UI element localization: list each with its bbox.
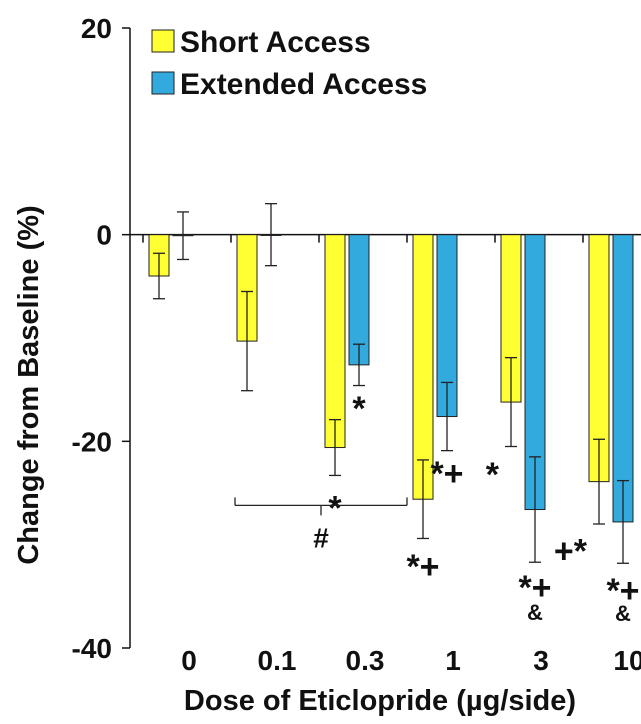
significance-marker: *	[328, 489, 342, 527]
significance-marker: *+	[518, 569, 551, 607]
bar-short-access	[324, 234, 346, 449]
x-tick-label: 0.1	[258, 645, 297, 676]
legend-swatch	[151, 71, 175, 95]
y-axis-title: Change from Baseline (%)	[13, 205, 45, 564]
bar-extended-access	[612, 234, 634, 523]
x-tick-label: 0	[181, 645, 197, 676]
x-tick-label: 10	[613, 645, 641, 676]
significance-marker: *+	[430, 455, 463, 493]
significance-marker: *	[352, 390, 366, 428]
x-axis-title: Dose of Eticlopride (µg/side)	[184, 685, 576, 717]
legend-label: Extended Access	[180, 68, 427, 101]
bars	[148, 234, 634, 523]
legend: Short Access Extended Access	[151, 26, 427, 101]
significance-annotations: ***+*+ **+&+**+&#	[234, 390, 640, 626]
significance-marker: +*	[554, 533, 588, 571]
bracket-label: #	[313, 522, 329, 553]
y-tick-label: -20	[72, 426, 112, 457]
significance-marker: &	[615, 601, 631, 626]
axes: 20 0 -20 -40 0 0.1 0.3 1 3 10	[72, 13, 641, 676]
y-tick-label: 0	[96, 220, 112, 251]
significance-marker: &	[527, 600, 543, 625]
x-tick-label: 0.3	[346, 645, 385, 676]
x-tick-label: 1	[445, 645, 461, 676]
legend-swatch	[151, 29, 175, 53]
significance-marker: *+	[406, 548, 439, 586]
significance-marker: *	[486, 456, 500, 494]
legend-label: Short Access	[180, 26, 371, 59]
comparison-bracket: #	[234, 497, 408, 553]
x-tick-label: 3	[533, 645, 549, 676]
y-tick-label: -40	[72, 633, 112, 664]
y-tick-label: 20	[81, 13, 112, 44]
error-bars	[153, 203, 629, 564]
significance-marker: *+	[606, 572, 639, 610]
